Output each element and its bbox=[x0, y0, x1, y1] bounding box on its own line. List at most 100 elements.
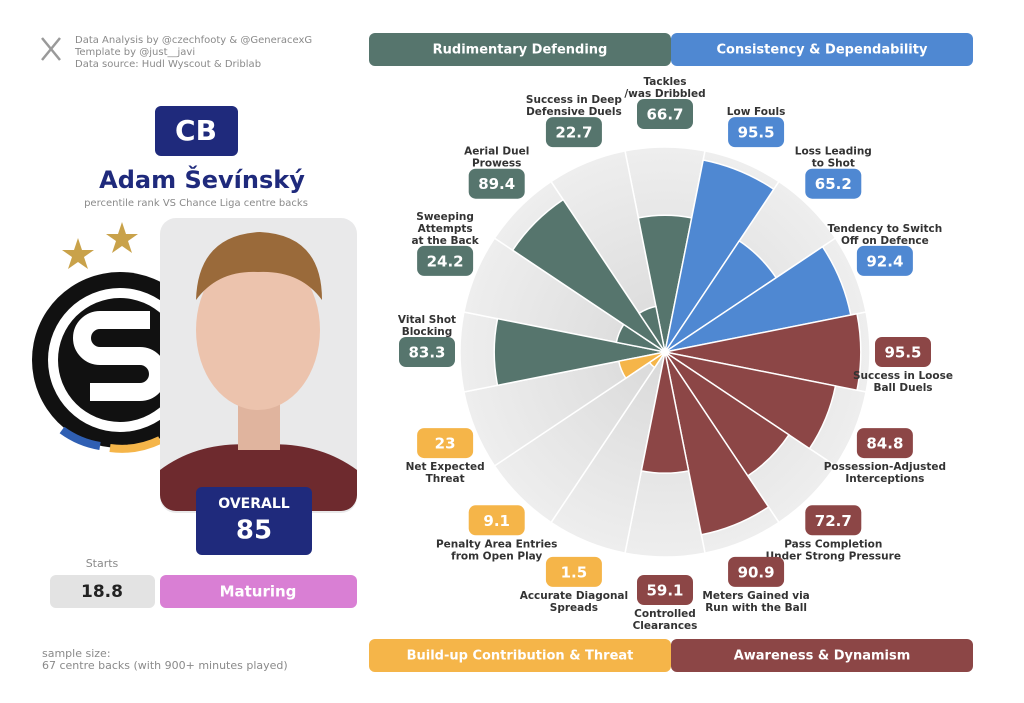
bar bbox=[511, 198, 666, 353]
value-label: 84.8 bbox=[866, 435, 903, 453]
category-line: Net Expected bbox=[406, 461, 485, 473]
overall-box bbox=[196, 487, 312, 555]
category-line: Meters Gained via bbox=[702, 590, 809, 602]
bar bbox=[493, 317, 666, 387]
status-box bbox=[160, 575, 357, 608]
starts-value: 18.8 bbox=[81, 582, 123, 602]
legend-label: Rudimentary Defending bbox=[433, 43, 608, 58]
starts-box bbox=[50, 575, 155, 608]
value-label: 89.4 bbox=[478, 175, 515, 193]
category-line: Vital Shot bbox=[398, 314, 456, 326]
category-line: Penalty Area Entries bbox=[436, 538, 557, 550]
bar bbox=[638, 305, 666, 353]
value-box bbox=[856, 245, 913, 276]
category-line: Controlled bbox=[634, 608, 696, 620]
value-box bbox=[468, 168, 525, 199]
value-box bbox=[417, 428, 474, 459]
value-box bbox=[856, 428, 913, 459]
value-box bbox=[417, 245, 474, 276]
value-box bbox=[468, 505, 525, 536]
value-box bbox=[728, 117, 785, 148]
sample-size: 67 centre backs (with 900+ minutes playe… bbox=[42, 659, 288, 672]
polar-chart: Rudimentary Defending Consistency & Depen… bbox=[369, 33, 973, 672]
category-line: Run with the Ball bbox=[705, 602, 807, 614]
category-line: from Open Play bbox=[451, 550, 542, 562]
category-line: Blocking bbox=[402, 326, 453, 338]
value-label: 66.7 bbox=[646, 106, 683, 124]
value-label: 22.7 bbox=[555, 124, 592, 142]
subtitle: percentile rank VS Chance Liga centre ba… bbox=[84, 198, 308, 209]
value-label: 59.1 bbox=[646, 582, 683, 600]
bar bbox=[640, 351, 690, 474]
category-line: Spreads bbox=[550, 602, 598, 614]
category-label: Sweeping Attempts at the Back bbox=[411, 211, 479, 247]
bar bbox=[664, 351, 770, 536]
value-label: 1.5 bbox=[561, 563, 588, 581]
category-label: Loss Leading to Shot bbox=[795, 146, 872, 170]
value-label: 9.1 bbox=[483, 512, 510, 530]
value-box bbox=[805, 505, 862, 536]
category-line: at the Back bbox=[411, 235, 479, 247]
value-box bbox=[637, 99, 693, 129]
value-label: 95.5 bbox=[738, 124, 775, 142]
background-slice bbox=[550, 150, 666, 353]
value-label: 72.7 bbox=[815, 512, 852, 530]
overall-label: OVERALL bbox=[218, 496, 289, 512]
status: Maturing bbox=[220, 583, 297, 601]
category-line: /was Dribbled bbox=[624, 88, 705, 100]
category-label: Pass Completion Under Strong Pressure bbox=[766, 538, 901, 562]
category-label: Low Fouls bbox=[727, 106, 786, 118]
category-label: Meters Gained via Run with the Ball bbox=[702, 590, 809, 614]
category-label: Success in Loose Ball Duels bbox=[853, 370, 953, 394]
value-box bbox=[399, 337, 455, 367]
position-box bbox=[155, 106, 238, 156]
category-label: Vital Shot Blocking bbox=[398, 314, 456, 338]
credit: Data Analysis by @czechfooty & @Generace… bbox=[75, 35, 312, 46]
category-label: Accurate Diagonal Spreads bbox=[520, 590, 628, 614]
value-box bbox=[728, 556, 785, 587]
category-line: Under Strong Pressure bbox=[766, 550, 901, 562]
value-label: 24.2 bbox=[427, 252, 464, 270]
bar bbox=[617, 351, 666, 380]
category-line: Pass Completion bbox=[784, 538, 882, 550]
bar bbox=[664, 351, 837, 450]
value-box bbox=[545, 556, 602, 587]
legend-box bbox=[369, 33, 671, 66]
category-label: Aerial Duel Prowess bbox=[464, 146, 529, 170]
bar bbox=[664, 312, 862, 392]
x-logo bbox=[41, 37, 61, 61]
value-box bbox=[637, 575, 693, 605]
starts-label: Starts bbox=[86, 557, 119, 570]
category-label: Net Expected Threat bbox=[406, 461, 485, 485]
position: CB bbox=[175, 114, 217, 147]
sample-size: sample size: bbox=[42, 647, 111, 660]
category-label: Controlled Clearances bbox=[633, 608, 698, 632]
credit: Template by @just__javi bbox=[74, 47, 195, 58]
value-label: 90.9 bbox=[738, 563, 775, 581]
overall-value: 85 bbox=[236, 516, 272, 546]
category-line: Interceptions bbox=[845, 473, 924, 485]
value-label: 83.3 bbox=[408, 344, 445, 362]
category-line: Low Fouls bbox=[727, 106, 786, 118]
category-line: Success in Deep bbox=[526, 94, 622, 106]
category-line: Sweeping bbox=[416, 211, 474, 223]
value-label: 23 bbox=[435, 435, 456, 453]
category-line: Success in Loose bbox=[853, 370, 953, 382]
category-line: Threat bbox=[426, 473, 465, 485]
value-box bbox=[875, 337, 931, 367]
legend-box bbox=[671, 639, 973, 672]
credit: Data source: Hudl Wyscout & Driblab bbox=[75, 59, 261, 70]
category-line: Prowess bbox=[472, 158, 521, 170]
player-name: Adam Ševínský bbox=[99, 164, 305, 194]
legend-box bbox=[369, 639, 671, 672]
category-line: Tendency to Switch bbox=[828, 223, 943, 235]
category-line: Attempts bbox=[418, 223, 473, 235]
value-label: 92.4 bbox=[866, 252, 903, 270]
value-box bbox=[805, 168, 862, 199]
category-line: to Shot bbox=[812, 158, 855, 170]
category-label: Tackles/was Dribbled bbox=[624, 76, 705, 100]
category-label: Tendency to Switch Off on Defence bbox=[828, 223, 943, 247]
legend-label: Consistency & Dependability bbox=[717, 43, 928, 58]
legend-box bbox=[671, 33, 973, 66]
